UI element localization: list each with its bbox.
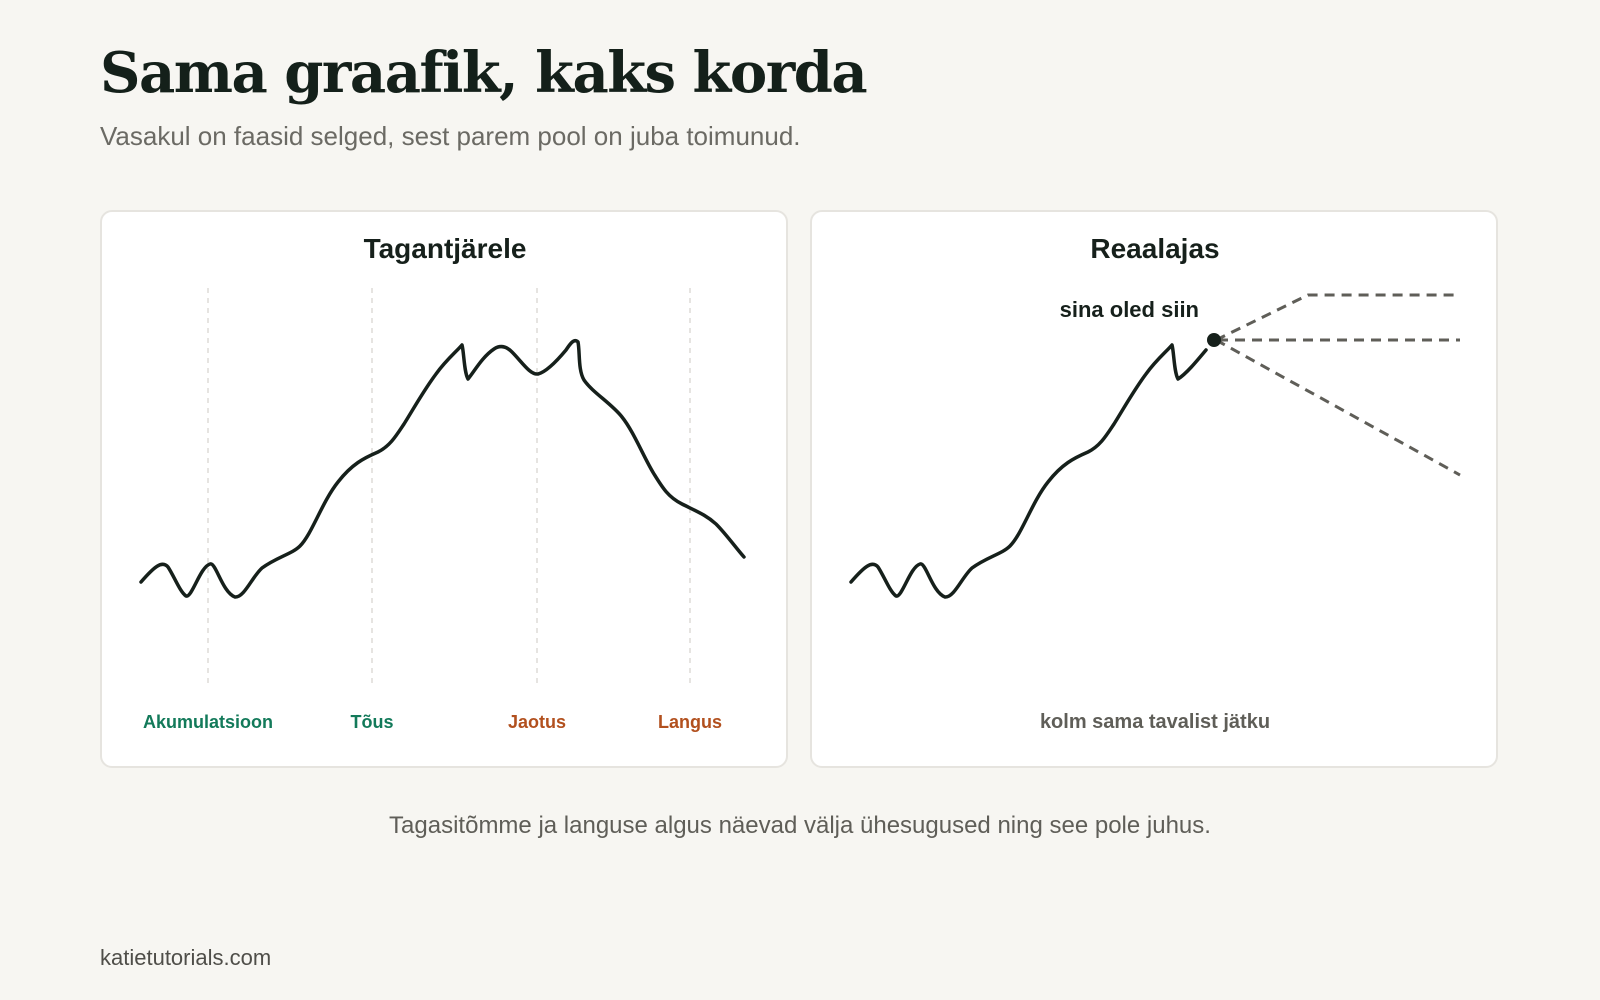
price-line-full <box>139 338 746 599</box>
hindsight-panel: Tagantjärele Akumulatsioon Tõus Jaotus L… <box>100 210 788 768</box>
continuations-caption: kolm sama tavalist jätku <box>1040 711 1270 733</box>
phase-label-decline: Langus <box>658 712 722 732</box>
realtime-panel-title: Reaalajas <box>1090 233 1219 264</box>
continuation-up <box>1215 293 1460 342</box>
hindsight-panel-title: Tagantjärele <box>364 233 527 264</box>
you-are-here-label: sina oled siin <box>1060 297 1199 322</box>
footer-site: katietutorials.com <box>100 945 272 970</box>
current-position-marker <box>1207 333 1221 347</box>
phase-label-rise: Tõus <box>351 712 394 732</box>
page-subtitle: Vasakul on faasid selged, sest parem poo… <box>100 121 801 151</box>
continuation-down <box>1215 338 1461 477</box>
page-title: Sama graafik, kaks korda <box>100 40 868 106</box>
realtime-chart: Reaalajas sina oled siin kolm sama taval… <box>849 233 1461 733</box>
phase-label-distribution: Jaotus <box>508 712 566 732</box>
footer-note: Tagasitõmme ja languse algus näevad välj… <box>389 812 1211 839</box>
hindsight-chart: Tagantjärele Akumulatsioon Tõus Jaotus L… <box>139 233 746 732</box>
price-line-partial <box>849 343 1208 599</box>
realtime-panel: Reaalajas sina oled siin kolm sama taval… <box>810 210 1498 768</box>
phase-label-accumulation: Akumulatsioon <box>143 712 273 732</box>
